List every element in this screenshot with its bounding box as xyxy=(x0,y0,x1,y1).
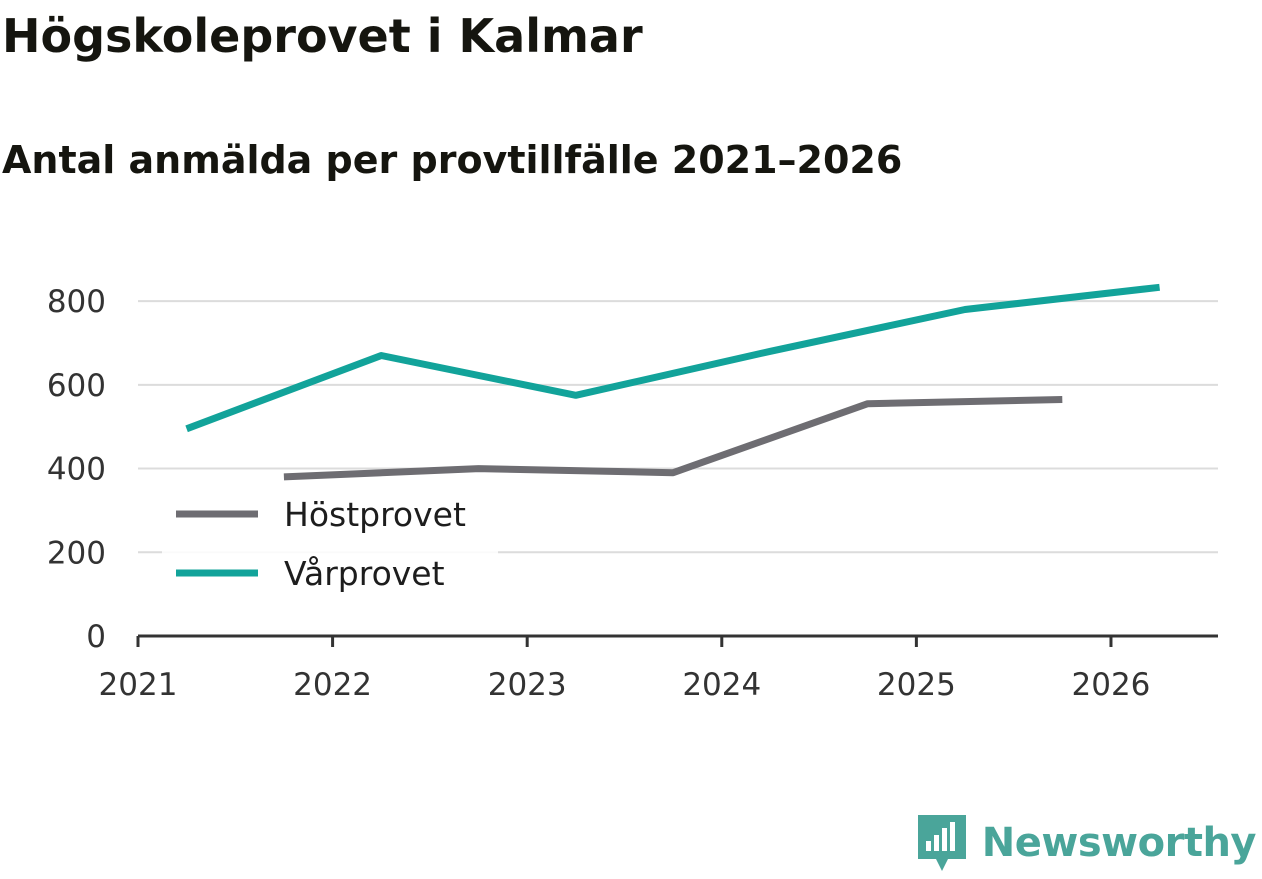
chart-title: Högskoleprovet i Kalmar xyxy=(2,9,643,63)
x-tick-label: 2023 xyxy=(488,667,567,703)
y-tick-label: 400 xyxy=(47,452,106,488)
y-tick-label: 200 xyxy=(47,535,106,571)
y-tick-label: 0 xyxy=(86,619,106,655)
series-line-h-stprovet xyxy=(283,396,1063,481)
series-line-v-rprovet xyxy=(185,283,1160,433)
x-tick-label: 2024 xyxy=(682,667,761,703)
newsworthy-brand: Newsworthy xyxy=(916,813,1257,873)
series-lines xyxy=(185,283,1160,481)
y-tick-label: 800 xyxy=(47,284,106,320)
newsworthy-logo-icon xyxy=(917,815,966,871)
legend-label: Vårprovet xyxy=(284,554,445,593)
legend-background xyxy=(162,486,498,598)
legend: Höstprovet Vårprovet xyxy=(162,486,498,598)
chart-subtitle: Antal anmälda per provtillfälle 2021–202… xyxy=(2,138,903,182)
x-tick-label: 2021 xyxy=(99,667,178,703)
y-tick-label: 600 xyxy=(47,368,106,404)
x-tick-label: 2026 xyxy=(1072,667,1151,703)
legend-label: Höstprovet xyxy=(284,495,466,534)
axes: 0 200 400 600 800 2021 2022 2023 2024 2025 2026 xyxy=(47,284,1218,703)
x-tick-label: 2022 xyxy=(293,667,372,703)
x-tick-label: 2025 xyxy=(877,667,956,703)
brand-name: Newsworthy xyxy=(981,820,1257,866)
